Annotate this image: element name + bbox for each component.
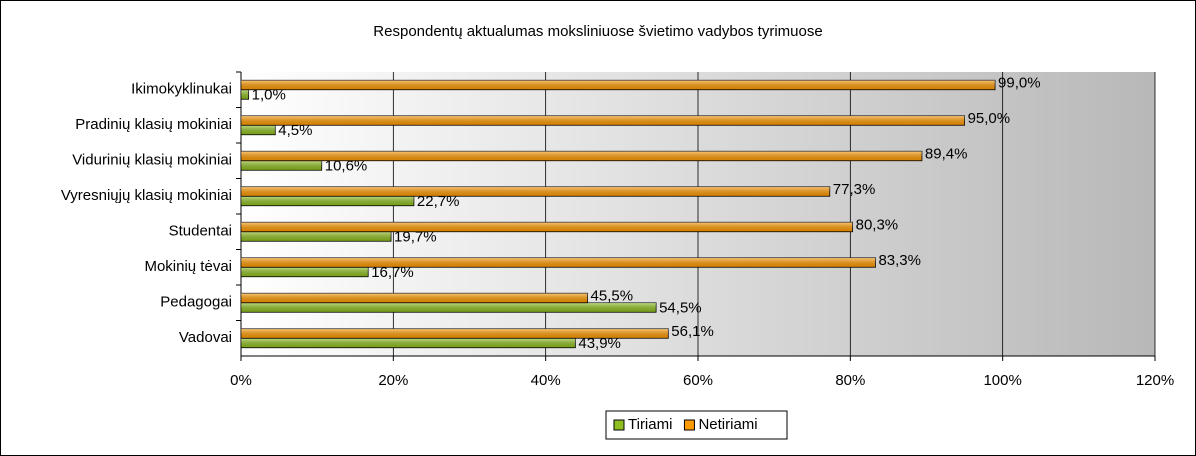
legend-swatch [683, 419, 695, 431]
x-tick-label: 120% [1136, 372, 1174, 389]
x-tick-label: 0% [230, 372, 252, 389]
x-tick-label: 80% [835, 372, 865, 389]
legend-label: Netiriami [698, 416, 757, 433]
value-label: 45,5% [591, 288, 634, 305]
value-label: 22,7% [417, 193, 460, 210]
value-label: 77,3% [833, 181, 876, 198]
value-label: 89,4% [925, 146, 968, 163]
bar-shade [241, 160, 322, 171]
bar-shade [241, 338, 576, 348]
y-tick-label: Studentai [169, 223, 232, 240]
bar-shade [241, 186, 830, 197]
value-label: 56,1% [671, 323, 714, 340]
bar-shade [241, 125, 276, 135]
value-label: 19,7% [394, 229, 437, 246]
value-label: 10,6% [325, 158, 368, 175]
y-tick-label: Pedagogai [160, 294, 232, 311]
bar-shade [241, 115, 965, 126]
bar-shade [241, 257, 876, 268]
y-tick-label: Vidurinių klasių mokiniai [72, 152, 232, 169]
chart-title: Respondentų aktualumas moksliniuose švie… [373, 23, 822, 40]
y-tick-label: Mokinių tėvai [144, 258, 232, 275]
value-label: 1,0% [252, 87, 286, 104]
bar-shade [241, 302, 657, 313]
bar-shade [241, 222, 853, 232]
value-label: 99,0% [998, 75, 1041, 92]
value-label: 95,0% [968, 110, 1011, 127]
legend-label: Tiriami [628, 416, 672, 433]
bar-shade [241, 151, 922, 161]
value-label: 16,7% [371, 264, 414, 281]
y-tick-label: Vadovai [179, 329, 232, 346]
value-label: 4,5% [278, 122, 312, 139]
y-tick-label: Ikimokyklinukai [131, 81, 232, 98]
value-label: 54,5% [659, 300, 702, 317]
bar-shade [241, 196, 414, 206]
bar-shade [241, 293, 588, 303]
value-label: 83,3% [878, 252, 921, 269]
legend-box [605, 410, 788, 440]
y-tick-label: Vyresniųjų klasių mokiniai [61, 187, 232, 204]
bar-shade [241, 231, 392, 242]
bar-shade [241, 267, 369, 277]
bar-shade [241, 328, 669, 339]
value-label: 43,9% [578, 335, 621, 352]
x-tick-label: 20% [378, 372, 408, 389]
x-tick-label: 100% [983, 372, 1021, 389]
value-label: 80,3% [856, 217, 899, 234]
bar-shade [241, 89, 249, 100]
bar-shade [241, 80, 996, 90]
legend-swatch [613, 419, 625, 431]
x-tick-label: 40% [531, 372, 561, 389]
x-tick-label: 60% [683, 372, 713, 389]
y-tick-label: Pradinių klasių mokiniai [75, 116, 232, 133]
